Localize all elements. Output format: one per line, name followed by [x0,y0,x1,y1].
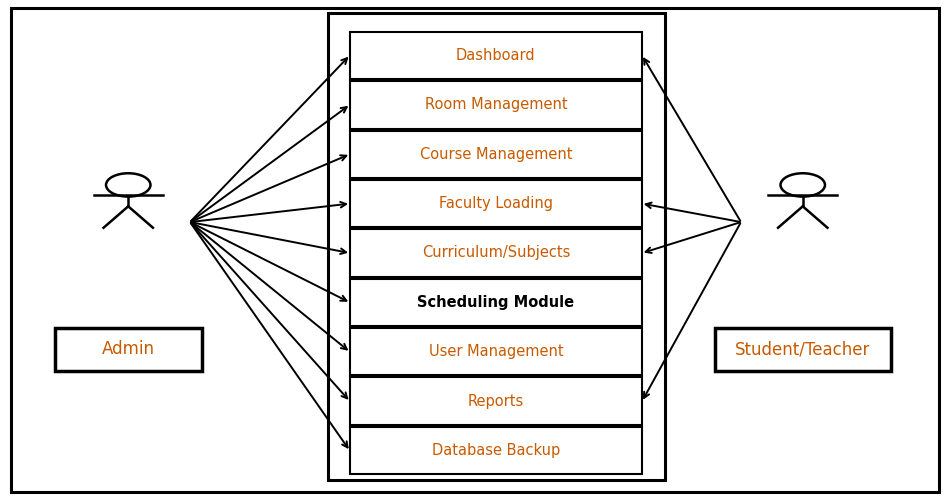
Bar [350,427,642,474]
Text: User Management: User Management [428,344,563,359]
Bar [350,377,642,425]
Text: Dashboard: Dashboard [456,48,536,63]
Bar [55,328,202,370]
Bar [350,32,642,79]
Text: Course Management: Course Management [420,147,572,162]
Bar [714,328,891,370]
Text: Scheduling Module: Scheduling Module [417,295,575,310]
Text: Faculty Loading: Faculty Loading [439,196,553,211]
Bar [350,180,642,228]
Text: Curriculum/Subjects: Curriculum/Subjects [422,246,570,260]
Text: Room Management: Room Management [425,97,567,112]
Bar [350,328,642,375]
Bar [350,230,642,276]
Bar [350,278,642,326]
Text: Database Backup: Database Backup [431,443,560,458]
Bar [350,131,642,178]
Text: Student/Teacher: Student/Teacher [735,340,870,358]
Bar [328,13,665,480]
Bar [350,81,642,129]
Text: Reports: Reports [467,394,524,409]
Text: Admin: Admin [102,340,155,358]
